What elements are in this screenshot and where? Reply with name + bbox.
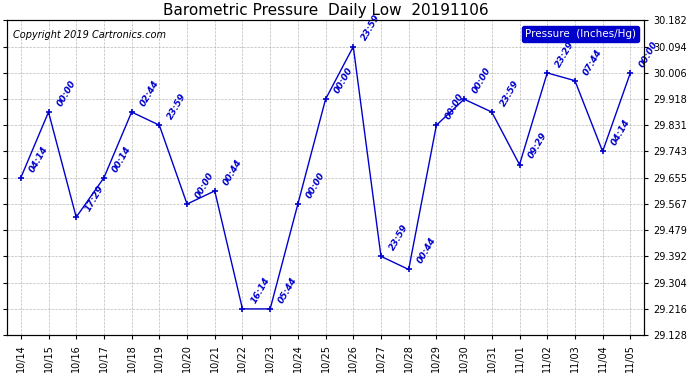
Pressure  (Inches/Hg) [210, 189, 219, 193]
Pressure  (Inches/Hg) [72, 215, 80, 219]
Pressure  (Inches/Hg) [322, 97, 330, 102]
Text: 05:44: 05:44 [277, 276, 299, 305]
Pressure  (Inches/Hg) [432, 123, 440, 128]
Text: 00:00: 00:00 [305, 171, 327, 200]
Pressure  (Inches/Hg) [100, 176, 108, 180]
Pressure  (Inches/Hg) [515, 162, 524, 167]
Pressure  (Inches/Hg) [543, 70, 551, 75]
Text: 07:44: 07:44 [582, 47, 604, 76]
Text: 00:14: 00:14 [111, 144, 133, 174]
Text: 23:59: 23:59 [499, 79, 521, 108]
Pressure  (Inches/Hg) [17, 176, 25, 180]
Text: 00:00: 00:00 [333, 66, 355, 95]
Pressure  (Inches/Hg) [238, 307, 246, 311]
Line: Pressure  (Inches/Hg): Pressure (Inches/Hg) [17, 43, 634, 312]
Text: 23:59: 23:59 [166, 92, 188, 121]
Pressure  (Inches/Hg) [155, 123, 164, 128]
Pressure  (Inches/Hg) [377, 254, 385, 259]
Text: 00:00: 00:00 [55, 79, 77, 108]
Text: 17:29: 17:29 [83, 184, 106, 213]
Pressure  (Inches/Hg) [294, 202, 302, 206]
Title: Barometric Pressure  Daily Low  20191106: Barometric Pressure Daily Low 20191106 [163, 3, 489, 18]
Text: 09:29: 09:29 [526, 131, 549, 160]
Legend: Pressure  (Inches/Hg): Pressure (Inches/Hg) [522, 26, 639, 42]
Pressure  (Inches/Hg) [488, 110, 496, 114]
Text: 00:44: 00:44 [221, 158, 244, 187]
Text: 16:14: 16:14 [249, 276, 271, 305]
Text: 04:14: 04:14 [609, 118, 631, 147]
Text: 00:44: 00:44 [415, 236, 437, 265]
Text: 00:00: 00:00 [638, 39, 660, 69]
Pressure  (Inches/Hg) [460, 97, 469, 102]
Text: 23:59: 23:59 [360, 13, 382, 42]
Text: 23:59: 23:59 [388, 223, 410, 252]
Text: 00:00: 00:00 [194, 171, 216, 200]
Text: 02:44: 02:44 [139, 79, 161, 108]
Pressure  (Inches/Hg) [44, 110, 52, 114]
Pressure  (Inches/Hg) [627, 70, 635, 75]
Pressure  (Inches/Hg) [404, 267, 413, 272]
Text: 00:00: 00:00 [471, 66, 493, 95]
Pressure  (Inches/Hg) [349, 44, 357, 49]
Pressure  (Inches/Hg) [128, 110, 136, 114]
Text: 04:14: 04:14 [28, 144, 50, 174]
Pressure  (Inches/Hg) [183, 202, 191, 206]
Pressure  (Inches/Hg) [598, 149, 607, 154]
Text: 23:29: 23:29 [554, 39, 576, 69]
Text: Copyright 2019 Cartronics.com: Copyright 2019 Cartronics.com [13, 30, 166, 40]
Text: 00:00: 00:00 [444, 92, 466, 121]
Pressure  (Inches/Hg) [571, 78, 579, 83]
Pressure  (Inches/Hg) [266, 307, 275, 311]
